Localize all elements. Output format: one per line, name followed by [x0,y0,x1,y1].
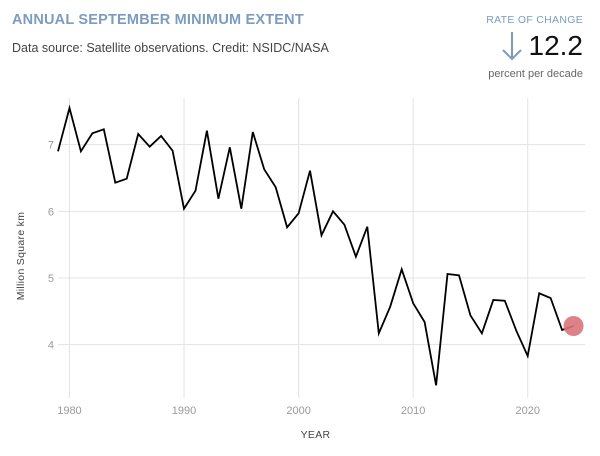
x-tick-label: 2020 [515,405,539,417]
series-line [57,104,574,386]
rate-of-change-unit: percent per decade [488,68,583,80]
data-source-credit: Data source: Satellite observations. Cre… [12,41,329,55]
latest-data-point [563,316,584,336]
y-tick-label: 6 [48,206,54,218]
y-axis-title: Million Square km [15,212,27,301]
arrow-down-icon [501,32,522,61]
rate-of-change-value: 12.2 [528,30,584,61]
x-axis-title: YEAR [301,429,331,441]
x-tick-label: 1990 [172,405,196,417]
y-tick-label: 7 [48,140,54,152]
x-tick-label: 2000 [286,405,310,417]
y-tick-label: 5 [48,273,54,285]
rate-of-change-value-row: 12.2 [501,30,584,62]
x-tick-label: 1980 [57,405,81,417]
rate-of-change-label: RATE OF CHANGE [486,14,583,26]
x-tick-label: 2010 [401,405,425,417]
chart-title: ANNUAL SEPTEMBER MINIMUM EXTENT [12,12,304,28]
y-tick-label: 4 [48,340,54,352]
